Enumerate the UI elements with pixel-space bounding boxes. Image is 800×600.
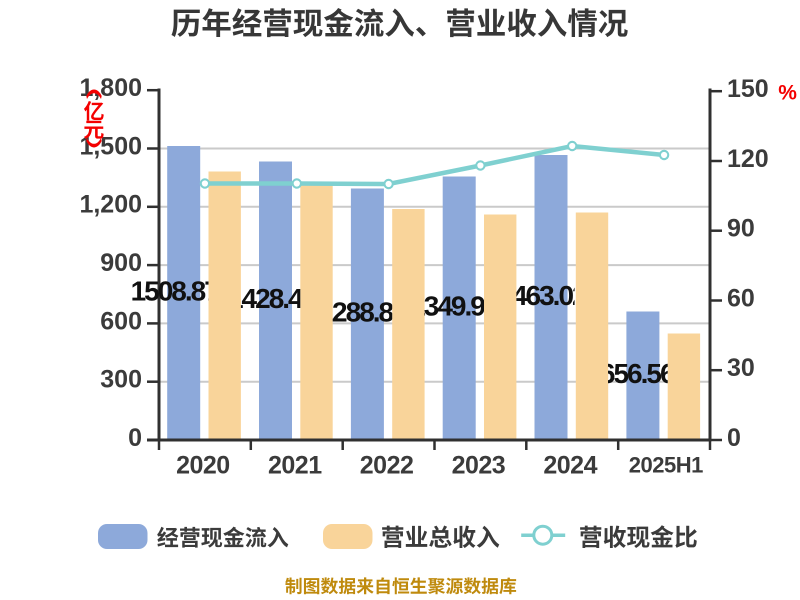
svg-text:1508.87: 1508.87 bbox=[131, 275, 220, 306]
svg-text:2025H1: 2025H1 bbox=[629, 453, 703, 478]
svg-text:2021: 2021 bbox=[268, 452, 322, 480]
svg-text:1463.02: 1463.02 bbox=[498, 280, 587, 311]
svg-text:0: 0 bbox=[727, 424, 741, 452]
svg-text:900: 900 bbox=[100, 249, 142, 277]
svg-text:90: 90 bbox=[727, 215, 755, 243]
svg-text:1,800: 1,800 bbox=[79, 74, 142, 102]
svg-text:60: 60 bbox=[727, 284, 755, 312]
svg-text:1428.44: 1428.44 bbox=[228, 283, 318, 314]
svg-text:30: 30 bbox=[727, 354, 755, 382]
svg-text:1,500: 1,500 bbox=[79, 132, 142, 160]
svg-text:%: % bbox=[778, 81, 797, 104]
svg-text:150: 150 bbox=[727, 75, 769, 103]
svg-text:2022: 2022 bbox=[360, 452, 414, 480]
svg-text:120: 120 bbox=[727, 145, 769, 173]
svg-text:1349.91: 1349.91 bbox=[410, 291, 499, 322]
svg-text:1288.81: 1288.81 bbox=[318, 297, 407, 328]
svg-text:1,200: 1,200 bbox=[79, 191, 142, 219]
svg-text:300: 300 bbox=[100, 366, 142, 394]
svg-text:2023: 2023 bbox=[452, 452, 506, 480]
svg-text:656.56: 656.56 bbox=[600, 358, 675, 389]
svg-text:2020: 2020 bbox=[176, 452, 230, 480]
svg-text:0: 0 bbox=[128, 424, 142, 452]
svg-text:600: 600 bbox=[100, 307, 142, 335]
svg-text:2024: 2024 bbox=[543, 452, 597, 480]
